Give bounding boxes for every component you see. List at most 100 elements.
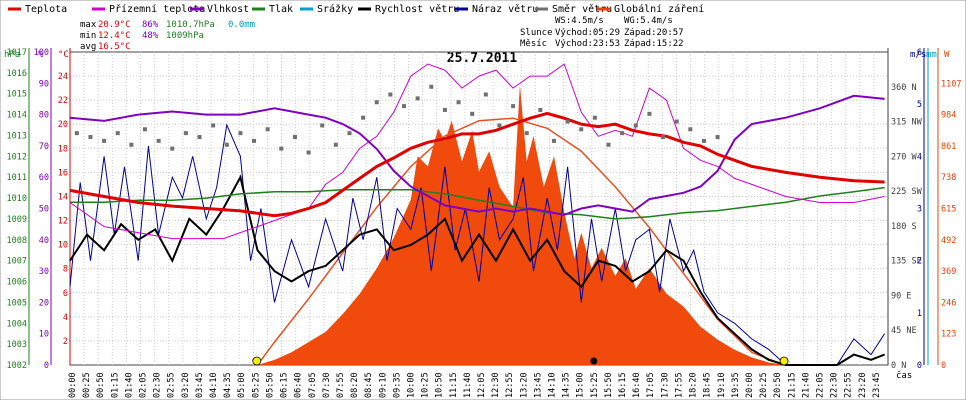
series-direction-point [102,138,107,143]
x-tick-label: 10:50 [435,372,445,398]
x-tick-label: 21:15 [787,372,797,398]
y-pressure-axis-tick: 1007 [7,257,27,267]
x-tick-label: 17:05 [646,372,656,398]
y-pressure-axis-tick: 1016 [7,69,27,79]
sun-marker [779,356,789,366]
series-direction-point [551,138,556,143]
stat-min-press: 1009hPa [166,31,204,41]
y-radiation-axis-tick: 984 [941,111,956,121]
series-direction-point [633,123,638,128]
x-tick-label: 07:55 [336,372,346,398]
info-sun-label: Slunce [520,28,553,38]
y-radiation-axis-tick: 861 [941,142,956,152]
y-pressure-axis-tick: 1012 [7,152,27,162]
plot-area [69,63,886,366]
unit-press: hPa [4,50,20,60]
y-radiation-axis-tick: 369 [941,267,956,277]
x-tick-label: 03:45 [195,372,205,398]
y-radiation-axis-tick: 492 [941,236,956,246]
x-tick-label: 12:55 [505,372,515,398]
unit-wind: m/s [910,50,926,60]
legend-label: Přízemní teplota [109,3,205,15]
stat-min-label: min [80,31,96,41]
y-pressure-axis-tick: 1004 [7,319,27,329]
unit-rain: mm [926,50,937,60]
series-direction-point [701,138,706,143]
series-direction-point [456,100,461,105]
x-tick-label: 17:55 [674,372,684,398]
x-tick-label: 12:30 [491,372,501,398]
series-radiation-area [257,85,786,365]
y-pressure-axis-tick: 1013 [7,131,27,141]
series-gust-line [69,123,886,366]
x-tick-label: 16:40 [632,372,642,398]
series-wind-line [69,174,885,366]
y-pressure-axis-tick: 1014 [7,111,27,121]
series-direction-point [620,131,625,136]
x-tick-label: 22:30 [830,372,840,398]
series-direction-point [333,142,338,147]
y-radiation-axis-tick: 738 [941,173,956,183]
y-temperature-axis-tick: 22 [58,96,68,106]
x-tick-label: 01:15 [110,372,120,398]
legend-label: Náraz větru [472,3,538,15]
y-axes: 1002100310041005100610071008100910101011… [7,48,961,371]
stat-avg-temp: 16.5°C [98,42,131,52]
y-direction-axis-tick: 360 N [891,83,917,93]
sun-marker [252,356,262,366]
x-tick-label: 00:50 [96,372,106,398]
series-direction-point [688,127,693,132]
stat-min-hum: 48% [142,31,159,41]
series-direction-point [88,135,93,140]
x-tick-label: 02:05 [139,372,149,398]
y-humidity-axis-tick: 60 [39,173,49,183]
series-direction-point [592,115,597,120]
series-direction-point [279,146,284,151]
y-humidity-axis-tick: 90 [39,79,49,89]
series-direction-point [524,131,529,136]
series-direction-point [415,96,420,101]
x-tick-label: 07:30 [322,372,332,398]
x-tick-label: 02:30 [153,372,163,398]
stat-avg-label: avg [80,42,96,52]
y-pressure-axis-tick: 1017 [7,48,27,58]
y-direction-axis-tick: 135 SE [891,257,922,267]
info-ws: WS:4.5m/s [555,16,604,26]
unit-temp: °C [58,50,69,60]
x-axis: 00:00 00:25 00:50 01:15 01:40 02:05 02:30 02:55… [68,372,882,398]
x-tick-label: 13:45 [533,372,543,398]
series-direction-point [306,150,311,155]
y-radiation-axis-tick: 246 [941,298,956,308]
series-direction-point [647,111,652,116]
y-temperature-axis-tick: 4 [63,313,68,323]
y-wind-axis-tick: 0 [917,361,922,371]
series-direction-point [388,92,393,97]
series-direction-point [320,123,325,128]
y-temperature-axis-tick: 18 [58,144,68,154]
legend-label: Vlhkost [207,4,249,15]
legend-label: Tlak [269,4,293,15]
y-direction-axis-tick: 225 SW [891,187,923,197]
x-axis-label: čas [896,370,912,381]
unit-rad: W [944,50,950,60]
series-direction-point [265,127,270,132]
x-tick-label: 08:20 [350,372,360,398]
y-direction-axis-tick: 315 NW [891,118,923,128]
y-humidity-axis-tick: 80 [39,111,49,121]
series-direction-point [252,138,257,143]
y-pressure-axis-tick: 1006 [7,278,27,288]
series-direction-point [292,135,297,140]
stat-max-press: 1010.7hPa [166,20,215,30]
series-pressure-line [70,186,885,220]
x-tick-label: 17:30 [660,372,670,398]
y-wind-axis-tick: 1 [917,309,922,319]
series-temperature-line [69,111,885,218]
y-pressure-axis-tick: 1010 [7,194,27,204]
x-tick-label: 21:40 [801,372,811,398]
x-tick-label: 04:35 [223,372,233,398]
series-direction-point [511,104,516,109]
x-tick-label: 06:40 [294,372,304,398]
x-tick-label: 02:55 [167,372,177,398]
y-temperature-axis-tick: 14 [58,192,68,202]
